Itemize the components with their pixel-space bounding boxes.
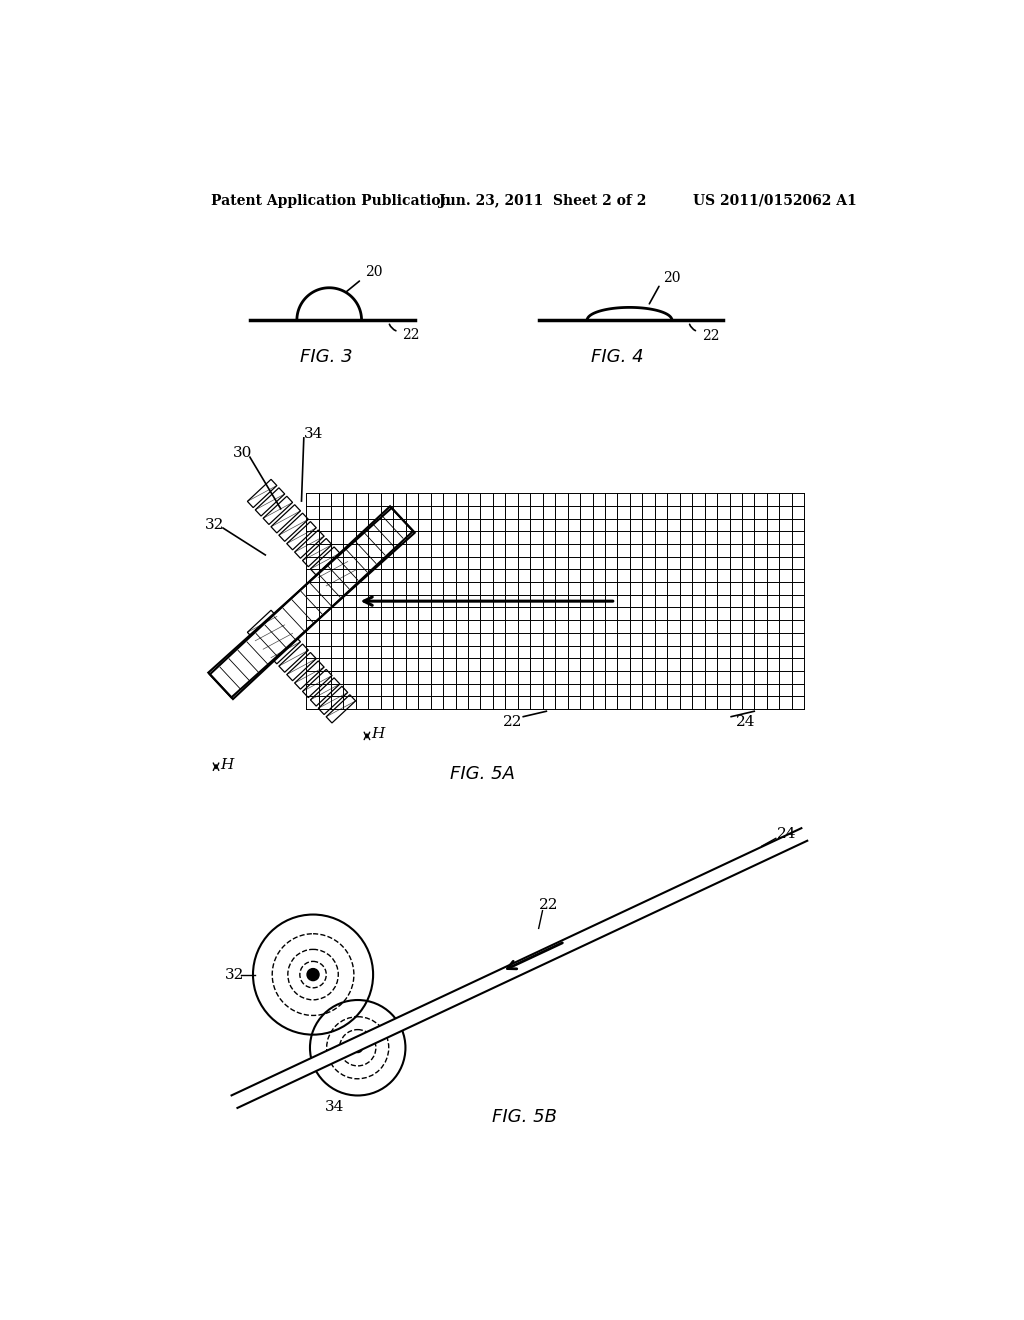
Polygon shape xyxy=(295,531,324,558)
Polygon shape xyxy=(310,677,340,706)
Text: H: H xyxy=(220,758,233,772)
Text: 30: 30 xyxy=(233,446,252,459)
Polygon shape xyxy=(318,686,348,714)
Polygon shape xyxy=(279,513,308,541)
Polygon shape xyxy=(295,661,324,689)
Polygon shape xyxy=(318,556,348,583)
Polygon shape xyxy=(287,652,316,681)
Circle shape xyxy=(353,1043,362,1052)
Text: 20: 20 xyxy=(664,271,681,285)
Polygon shape xyxy=(210,507,413,700)
Polygon shape xyxy=(302,539,332,566)
Text: FIG. 5B: FIG. 5B xyxy=(493,1107,557,1126)
Text: US 2011/0152062 A1: US 2011/0152062 A1 xyxy=(692,194,856,207)
Text: 34: 34 xyxy=(304,428,324,441)
Text: 20: 20 xyxy=(366,265,383,280)
Text: 32: 32 xyxy=(224,968,244,982)
Polygon shape xyxy=(255,619,285,647)
Polygon shape xyxy=(248,610,276,639)
Circle shape xyxy=(307,969,319,981)
Text: 24: 24 xyxy=(777,826,797,841)
Text: 22: 22 xyxy=(539,899,558,912)
Polygon shape xyxy=(327,564,355,593)
Polygon shape xyxy=(263,627,293,656)
Text: 22: 22 xyxy=(503,715,522,729)
Polygon shape xyxy=(255,488,285,516)
Text: 22: 22 xyxy=(701,329,720,342)
Polygon shape xyxy=(271,504,300,533)
Polygon shape xyxy=(279,644,308,672)
Text: 22: 22 xyxy=(401,327,419,342)
Text: FIG. 5A: FIG. 5A xyxy=(451,766,515,783)
Polygon shape xyxy=(231,828,807,1107)
Polygon shape xyxy=(248,479,276,508)
Polygon shape xyxy=(327,694,355,723)
Polygon shape xyxy=(263,496,293,524)
Polygon shape xyxy=(310,546,340,576)
Text: Patent Application Publication: Patent Application Publication xyxy=(211,194,451,207)
Text: 34: 34 xyxy=(326,1100,345,1114)
Polygon shape xyxy=(271,636,300,664)
Polygon shape xyxy=(302,669,332,697)
Text: FIG. 3: FIG. 3 xyxy=(300,348,352,366)
Text: Jun. 23, 2011  Sheet 2 of 2: Jun. 23, 2011 Sheet 2 of 2 xyxy=(438,194,646,207)
Text: FIG. 4: FIG. 4 xyxy=(591,348,644,366)
Polygon shape xyxy=(287,521,316,550)
Text: 24: 24 xyxy=(736,715,756,729)
Text: 32: 32 xyxy=(205,517,224,532)
Text: H: H xyxy=(372,727,385,742)
